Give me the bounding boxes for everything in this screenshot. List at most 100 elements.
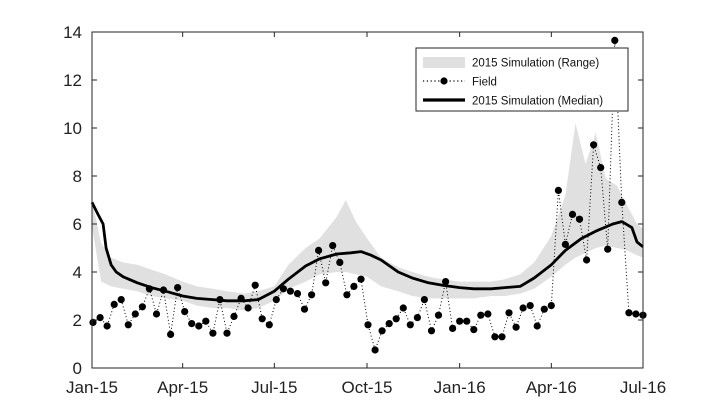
plot-frame (91, 31, 644, 369)
field-series-layer (89, 36, 647, 354)
range-band-layer (92, 123, 643, 311)
x-tick-label: Jul-15 (251, 378, 297, 397)
field-point (590, 141, 598, 149)
field-point (251, 281, 259, 289)
legend-label-median: 2015 Simulation (Median) (472, 96, 603, 108)
x-tick-label: Apr-16 (526, 378, 577, 397)
field-point (329, 242, 337, 250)
field-point (597, 164, 605, 172)
field-point (202, 317, 210, 325)
field-point (618, 198, 626, 206)
field-point (604, 245, 612, 253)
field-point (526, 302, 534, 310)
field-point (554, 186, 563, 194)
field-point (209, 329, 217, 337)
field-point (583, 256, 591, 264)
x-tick-label: Jan-15 (66, 378, 118, 397)
field-point (364, 321, 372, 329)
field-point (385, 320, 393, 328)
field-point (611, 36, 619, 45)
field-point (174, 284, 182, 292)
field-point (505, 309, 513, 317)
field-point (336, 258, 344, 266)
legend-swatch-range (423, 57, 465, 68)
field-point (110, 300, 118, 308)
median-line-layer (90, 201, 644, 303)
legend: 2015 Simulation (Range) Field 2015 Simul… (415, 47, 629, 112)
y-tick-label: 10 (63, 119, 82, 138)
field-point (216, 296, 224, 304)
field-point (188, 320, 196, 328)
field-point (89, 318, 97, 326)
field-point (456, 317, 464, 325)
range-band (92, 123, 643, 311)
field-point (463, 317, 471, 325)
field-point (420, 296, 428, 304)
axis-layer: Jan-15 Apr-15 Jul-15 Oct-15 Jan-16 Apr-16 Jul-… (63, 23, 666, 397)
field-point (442, 278, 450, 286)
x-tick-label: Jan-16 (434, 378, 486, 397)
field-point (293, 290, 302, 298)
field-point (279, 285, 287, 293)
field-point (561, 240, 570, 248)
field-point (512, 323, 520, 331)
field-point (498, 333, 506, 341)
field-point (625, 309, 633, 317)
legend-label-range: 2015 Simulation (Range) (472, 58, 599, 70)
field-point (371, 346, 379, 354)
x-tick-label: Oct-15 (341, 378, 392, 397)
field-point (632, 310, 640, 318)
field-point (434, 311, 443, 319)
field-point (427, 327, 436, 335)
y-tick-label: 12 (63, 71, 82, 90)
field-point (167, 330, 175, 338)
field-point (230, 312, 238, 320)
field-point (470, 326, 478, 334)
field-point (286, 287, 294, 295)
field-point (322, 279, 330, 287)
field-point (315, 246, 323, 254)
y-tick-label: 6 (73, 215, 82, 234)
field-point (378, 327, 386, 335)
field-point (413, 314, 421, 322)
field-point (350, 282, 358, 290)
field-point (308, 291, 316, 299)
field-point (477, 311, 485, 319)
legend-swatch-field-marker (440, 77, 448, 85)
field-point (131, 310, 139, 318)
field-point (237, 294, 245, 302)
field-point (547, 302, 555, 310)
field-point (159, 286, 168, 294)
field-point (103, 322, 111, 330)
x-tick-label: Apr-15 (157, 378, 208, 397)
field-point (519, 304, 527, 312)
x-tick-label: Jul-16 (620, 378, 666, 397)
field-point (258, 315, 266, 323)
field-point (357, 275, 365, 283)
field-point (575, 215, 584, 223)
field-point (152, 310, 161, 318)
field-point (138, 303, 146, 311)
field-point (568, 210, 577, 218)
field-point (392, 315, 400, 323)
field-point (117, 296, 125, 304)
field-point (484, 310, 492, 318)
field-point (343, 291, 351, 299)
field-point (272, 296, 280, 304)
field-point (399, 304, 407, 312)
field-point (265, 321, 273, 329)
median-line (90, 201, 644, 303)
field-point (244, 304, 252, 312)
field-point (181, 308, 189, 316)
field-point (223, 329, 231, 337)
y-tick-label: 8 (73, 167, 82, 186)
field-point (145, 285, 153, 293)
field-point (406, 321, 414, 329)
y-tick-label: 2 (73, 311, 82, 330)
y-tick-label: 14 (63, 23, 82, 42)
field-point (491, 333, 499, 341)
y-tick-label: 0 (73, 359, 82, 378)
field-point (540, 305, 548, 313)
field-point (300, 305, 309, 313)
